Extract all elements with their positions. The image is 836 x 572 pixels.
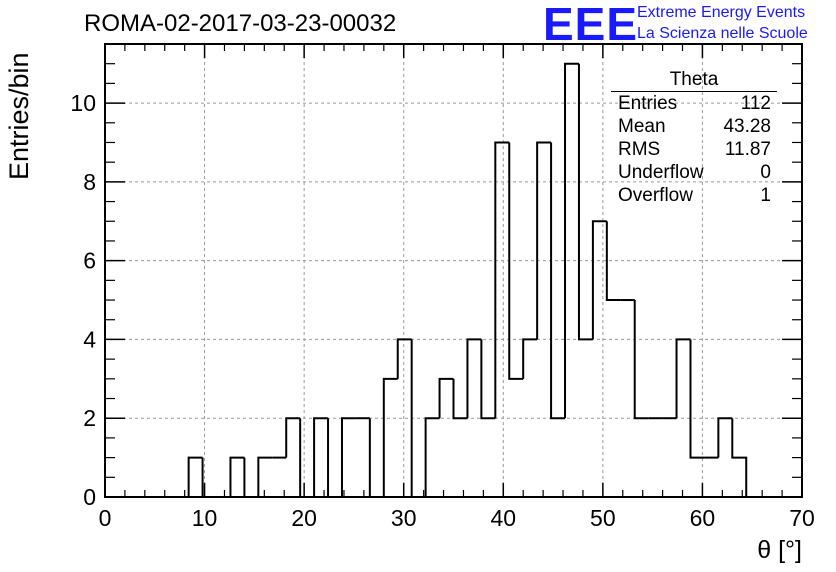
stats-label: Entries bbox=[618, 93, 678, 114]
logo-line-1: Extreme Energy Events bbox=[637, 4, 806, 21]
x-tick-label: 10 bbox=[192, 505, 218, 531]
histogram-bin bbox=[438, 377, 454, 419]
plot-frame bbox=[104, 43, 803, 498]
histogram-bin bbox=[508, 142, 524, 380]
stats-row-underflow: Underflow 0 bbox=[611, 161, 777, 184]
x-tick-label: 20 bbox=[291, 505, 317, 531]
histogram-bin bbox=[577, 63, 593, 341]
histogram-bin bbox=[368, 418, 384, 498]
histogram-bin bbox=[396, 338, 412, 379]
x-tick-label: 40 bbox=[490, 505, 516, 531]
y-axis-label: Entries/bin bbox=[4, 52, 34, 180]
histogram-bin bbox=[424, 417, 440, 497]
stats-row-overflow: Overflow 1 bbox=[611, 184, 777, 207]
histogram-bin bbox=[731, 418, 748, 497]
y-tick-label: 8 bbox=[83, 169, 96, 195]
x-tick-label: 70 bbox=[789, 505, 815, 531]
histogram-bin bbox=[327, 418, 342, 498]
histogram-bin bbox=[299, 418, 315, 498]
x-tick-label: 50 bbox=[590, 505, 616, 531]
stats-label: Mean bbox=[618, 116, 666, 137]
logo-line-2: La Scienza nelle Scuole bbox=[637, 25, 808, 42]
stats-box: Theta Entries 112 Mean 43.28 RMS 11.87 U… bbox=[611, 70, 777, 207]
stats-value: 112 bbox=[740, 93, 771, 114]
eee-logo: EEE bbox=[543, 0, 639, 50]
stats-row-entries: Entries 112 bbox=[611, 92, 777, 115]
histogram-bin bbox=[452, 378, 468, 420]
y-tick-label: 4 bbox=[83, 326, 96, 352]
histogram-bin bbox=[257, 456, 273, 497]
histogram-bin bbox=[285, 417, 301, 458]
stats-row-mean: Mean 43.28 bbox=[611, 115, 777, 138]
y-tick-label: 0 bbox=[83, 484, 96, 510]
histogram-bin bbox=[550, 142, 566, 420]
axis-ticks bbox=[104, 43, 803, 498]
histogram-bin bbox=[340, 417, 356, 497]
x-tick-label: 60 bbox=[690, 505, 716, 531]
histogram-bin bbox=[675, 338, 691, 419]
stats-label: Underflow bbox=[618, 162, 704, 183]
stats-value: 1 bbox=[760, 185, 771, 206]
y-tick-label: 10 bbox=[70, 90, 96, 116]
stats-value: 0 bbox=[760, 162, 771, 183]
histogram-bin bbox=[187, 456, 203, 497]
chart-title: ROMA-02-2017-03-23-00032 bbox=[84, 10, 397, 37]
stats-label: RMS bbox=[618, 139, 661, 160]
histogram-bin bbox=[466, 338, 482, 419]
histogram-bin bbox=[494, 141, 510, 419]
x-tick-label: 0 bbox=[99, 505, 112, 531]
stats-value: 11.87 bbox=[724, 139, 771, 160]
histogram-bin bbox=[564, 62, 579, 419]
histogram-bin bbox=[382, 377, 398, 497]
histogram-bin bbox=[591, 220, 607, 340]
histogram-bin bbox=[229, 456, 245, 497]
stats-value: 43.28 bbox=[723, 116, 771, 137]
histogram-bin bbox=[536, 141, 552, 340]
x-axis-label: θ [°] bbox=[757, 536, 802, 564]
histogram-bin bbox=[689, 339, 705, 459]
histogram-bin bbox=[480, 339, 496, 420]
y-tick-label: 6 bbox=[83, 248, 96, 274]
stats-row-rms: RMS 11.87 bbox=[611, 138, 777, 161]
stats-label: Overflow bbox=[618, 185, 693, 206]
histogram-bin bbox=[717, 417, 733, 458]
histogram-bin bbox=[313, 417, 329, 497]
x-tick-label: 30 bbox=[391, 505, 417, 531]
stats-title: Theta bbox=[611, 70, 777, 92]
y-tick-label: 2 bbox=[83, 405, 96, 431]
histogram-bin bbox=[243, 457, 259, 498]
histogram-bin bbox=[605, 221, 621, 302]
histogram-bin bbox=[633, 300, 649, 420]
histogram-bin bbox=[522, 338, 538, 379]
